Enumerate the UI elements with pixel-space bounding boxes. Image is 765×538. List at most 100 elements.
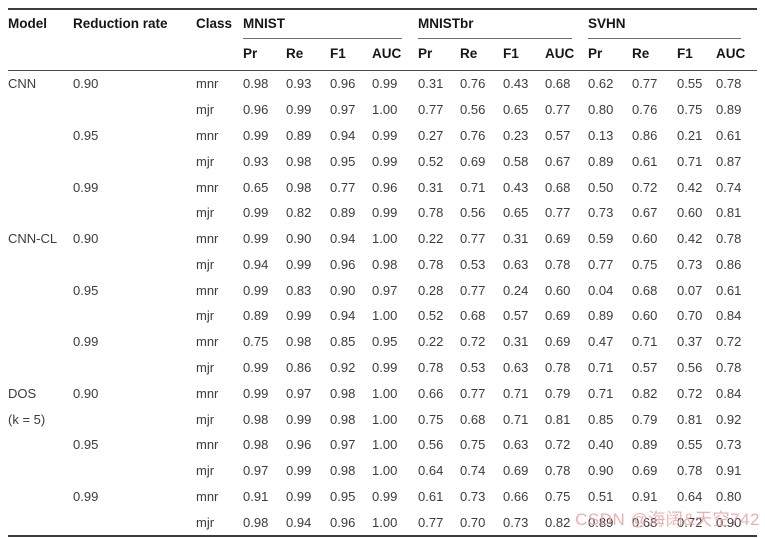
- mnistbr-f1-cell: 0.43: [503, 76, 529, 92]
- svhn-re-cell: 0.91: [632, 488, 658, 504]
- model-cell: [8, 200, 73, 226]
- class-cell: mjr: [196, 308, 215, 324]
- mnistbr-auc-cell: 0.77: [545, 205, 571, 221]
- mnist-auc-cell: 1.00: [372, 463, 398, 479]
- mnistbr-pr-cell: 0.66: [418, 385, 444, 401]
- mnistbr-pr-cell: 0.61: [418, 488, 444, 504]
- svhn-pr-cell: 0.90: [588, 463, 614, 479]
- svhn-f1-cell: 0.78: [677, 463, 703, 479]
- svhn-re-cell: 0.67: [632, 205, 658, 221]
- mnistbr-re-cell: 0.68: [460, 308, 486, 324]
- mnistbr-re-cell: 0.72: [460, 334, 486, 350]
- model-cell: [8, 277, 73, 303]
- svhn-auc-cell: 0.91: [716, 463, 742, 479]
- table-row: (k = 5) mjr 0.98 0.99 0.98 1.00 0.75 0.68 0.71 0.…: [8, 406, 757, 432]
- table-row: mjr 0.99 0.86 0.92 0.99 0.78 0.53 0.63 0.78 0.71 0…: [8, 355, 757, 381]
- model-cell: [8, 484, 73, 510]
- svhn-pr-cell: 0.77: [588, 256, 614, 272]
- table-row: 0.95 mnr 0.99 0.83 0.90 0.97 0.28 0.77 0.24 0.60 0…: [8, 277, 757, 303]
- svhn-re-cell: 0.71: [632, 334, 658, 350]
- svhn-auc-cell: 0.90: [716, 514, 742, 530]
- mnistbr-f1-cell: 0.23: [503, 127, 529, 143]
- svhn-re-cell: 0.76: [632, 102, 658, 118]
- mnist-auc-cell: 1.00: [372, 102, 398, 118]
- subcol-mnistbr-auc: AUC: [545, 39, 588, 71]
- table-row: mjr 0.89 0.99 0.94 1.00 0.52 0.68 0.57 0.69 0.89 0…: [8, 303, 757, 329]
- class-cell: mjr: [196, 153, 215, 169]
- mnistbr-f1-cell: 0.73: [503, 514, 529, 530]
- mnistbr-f1-cell: 0.43: [503, 179, 529, 195]
- svhn-pr-cell: 0.13: [588, 127, 614, 143]
- mnist-f1-cell: 0.95: [330, 488, 356, 504]
- table-row: 0.95 mnr 0.99 0.89 0.94 0.99 0.27 0.76 0.23 0.57 0…: [8, 123, 757, 149]
- svhn-re-cell: 0.68: [632, 514, 658, 530]
- group-label: MNISTbr: [418, 16, 572, 39]
- svhn-re-cell: 0.60: [632, 231, 658, 247]
- mnistbr-f1-cell: 0.24: [503, 282, 529, 298]
- mnist-auc-cell: 1.00: [372, 308, 398, 324]
- mnist-f1-cell: 0.94: [330, 231, 356, 247]
- mnistbr-auc-cell: 0.81: [545, 411, 571, 427]
- mnistbr-re-cell: 0.73: [460, 488, 486, 504]
- mnist-pr-cell: 0.89: [243, 308, 269, 324]
- mnistbr-f1-cell: 0.66: [503, 488, 529, 504]
- svhn-pr-cell: 0.62: [588, 76, 614, 92]
- model-cell: [8, 355, 73, 381]
- col-header-reduction-rate: Reduction rate: [73, 9, 196, 71]
- svhn-re-cell: 0.68: [632, 282, 658, 298]
- mnist-pr-cell: 0.99: [243, 359, 269, 375]
- mnistbr-re-cell: 0.53: [460, 359, 486, 375]
- mnistbr-auc-cell: 0.75: [545, 488, 571, 504]
- svhn-auc-cell: 0.72: [716, 334, 742, 350]
- mnist-re-cell: 0.83: [286, 282, 312, 298]
- svhn-pr-cell: 0.89: [588, 514, 614, 530]
- mnist-f1-cell: 0.98: [330, 411, 356, 427]
- reduction-rate-cell: 0.99: [73, 334, 99, 350]
- mnist-re-cell: 0.99: [286, 308, 312, 324]
- model-cell: [8, 432, 73, 458]
- subcol-mnistbr-re: Re: [460, 39, 503, 71]
- mnistbr-pr-cell: 0.22: [418, 334, 444, 350]
- mnist-auc-cell: 0.96: [372, 179, 398, 195]
- svhn-f1-cell: 0.60: [677, 205, 703, 221]
- results-table: Model Reduction rate Class MNIST MNISTbr…: [8, 8, 758, 538]
- mnist-auc-cell: 1.00: [372, 385, 398, 401]
- model-cell: [8, 303, 73, 329]
- mnist-pr-cell: 0.99: [243, 127, 269, 143]
- model-cell: [8, 174, 73, 200]
- mnistbr-re-cell: 0.53: [460, 256, 486, 272]
- svhn-auc-cell: 0.78: [716, 359, 742, 375]
- class-cell: mnr: [196, 385, 219, 401]
- mnistbr-pr-cell: 0.31: [418, 179, 444, 195]
- mnistbr-auc-cell: 0.78: [545, 256, 571, 272]
- reduction-rate-cell: [73, 406, 196, 432]
- table-row: mjr 0.99 0.82 0.89 0.99 0.78 0.56 0.65 0.77 0.73 0…: [8, 200, 757, 226]
- svhn-re-cell: 0.77: [632, 76, 658, 92]
- class-cell: mnr: [196, 334, 219, 350]
- model-cell: [8, 509, 73, 536]
- svhn-re-cell: 0.86: [632, 127, 658, 143]
- mnistbr-auc-cell: 0.78: [545, 463, 571, 479]
- mnistbr-f1-cell: 0.31: [503, 334, 529, 350]
- model-cell: [8, 458, 73, 484]
- mnist-auc-cell: 0.99: [372, 488, 398, 504]
- class-cell: mnr: [196, 179, 219, 195]
- mnistbr-auc-cell: 0.82: [545, 514, 571, 530]
- mnist-f1-cell: 0.98: [330, 463, 356, 479]
- svhn-f1-cell: 0.07: [677, 282, 703, 298]
- svhn-f1-cell: 0.55: [677, 437, 703, 453]
- mnist-pr-cell: 0.99: [243, 385, 269, 401]
- model-cell: [8, 148, 73, 174]
- mnistbr-re-cell: 0.56: [460, 102, 486, 118]
- reduction-rate-cell: [73, 97, 196, 123]
- mnist-re-cell: 0.96: [286, 437, 312, 453]
- table-row: 0.99 mnr 0.75 0.98 0.85 0.95 0.22 0.72 0.31 0.69 0…: [8, 329, 757, 355]
- mnist-f1-cell: 0.92: [330, 359, 356, 375]
- mnistbr-pr-cell: 0.64: [418, 463, 444, 479]
- table-row: 0.99 mnr 0.91 0.99 0.95 0.99 0.61 0.73 0.66 0.75 0…: [8, 484, 757, 510]
- group-label: SVHN: [588, 16, 742, 39]
- col-header-class: Class: [196, 9, 243, 71]
- mnist-pr-cell: 0.98: [243, 76, 269, 92]
- reduction-rate-cell: 0.95: [73, 282, 99, 298]
